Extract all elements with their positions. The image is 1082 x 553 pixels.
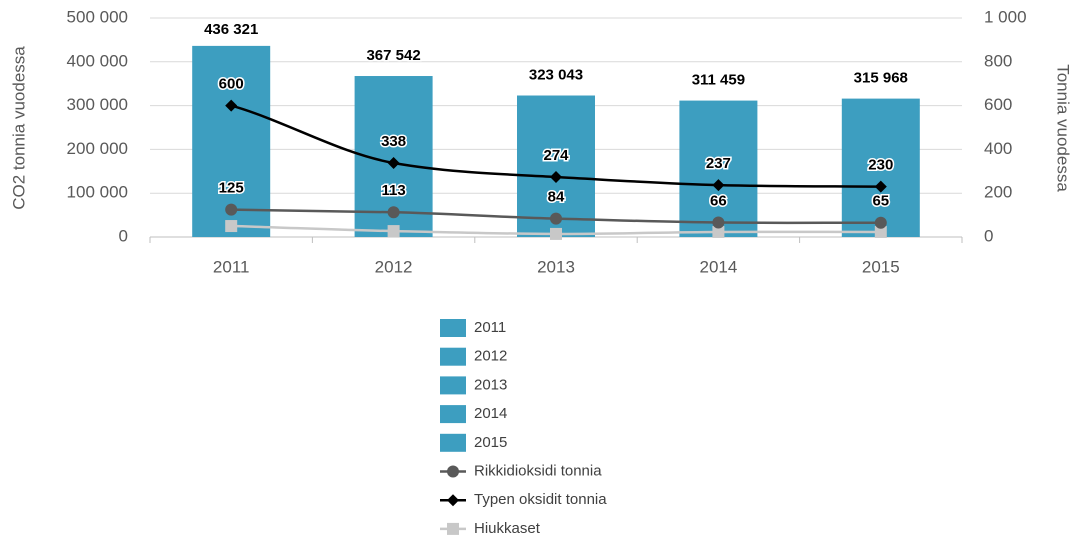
- series-marker: [550, 212, 562, 225]
- legend-swatch: [440, 347, 466, 366]
- y2-tick-label: 200: [984, 183, 1012, 202]
- bar-value-label: 323 043: [529, 66, 583, 83]
- x-tick-label: 2011: [213, 257, 250, 276]
- legend-label: Rikkidioksidi tonnia: [474, 462, 602, 479]
- y-axis-title: CO2 tonnia vuodessa: [9, 46, 28, 210]
- bar-value-label: 311 459: [692, 72, 745, 89]
- y2-tick-label: 400: [984, 139, 1012, 158]
- bar-value-label: 367 542: [366, 47, 420, 64]
- series-marker: [225, 203, 238, 216]
- series-marker: [874, 180, 887, 193]
- y2-axis-title: Tonnia vuodessa: [1054, 64, 1073, 192]
- y-tick-label: 200 000: [67, 139, 128, 158]
- x-tick-label: 2014: [699, 257, 737, 276]
- data-label: 338: [381, 133, 406, 150]
- legend-label: 2012: [474, 348, 507, 365]
- y2-tick-label: 600: [984, 95, 1012, 114]
- legend-label: Hiukkaset: [474, 520, 541, 537]
- y-tick-label: 100 000: [67, 183, 128, 202]
- data-label: 274: [543, 147, 569, 164]
- series-marker: [874, 225, 887, 238]
- data-label: 66: [710, 193, 727, 210]
- y-tick-label: 500 000: [67, 7, 128, 26]
- series-marker: [712, 179, 725, 192]
- y-tick-label: 0: [119, 226, 128, 245]
- y-tick-label: 300 000: [67, 95, 128, 114]
- series-marker: [225, 99, 238, 112]
- data-label: 125: [219, 180, 244, 197]
- x-tick-label: 2013: [537, 257, 575, 276]
- legend-swatch: [440, 319, 466, 337]
- bar: [679, 100, 758, 237]
- legend-swatch: [440, 376, 466, 395]
- data-label: 237: [706, 155, 731, 172]
- data-label: 65: [872, 193, 889, 210]
- data-label: 230: [868, 157, 893, 174]
- series-marker: [550, 170, 562, 183]
- legend-swatch: [440, 433, 466, 452]
- legend-label: 2011: [474, 319, 506, 336]
- bar-value-label: 436 321: [204, 21, 258, 38]
- series-marker: [225, 220, 238, 233]
- legend-marker: [447, 494, 459, 507]
- y-tick-label: 400 000: [67, 51, 128, 70]
- series-marker: [550, 227, 562, 240]
- series-marker: [874, 216, 887, 229]
- data-label: 600: [219, 76, 244, 93]
- y2-tick-label: 800: [984, 51, 1012, 70]
- legend-marker: [447, 465, 459, 478]
- data-label: 84: [548, 189, 565, 206]
- series-marker: [712, 225, 725, 238]
- series-marker: [387, 156, 400, 169]
- legend-label: 2013: [474, 376, 507, 393]
- series-marker: [712, 216, 725, 229]
- series-marker: [387, 206, 400, 219]
- legend-label: Typen oksidit tonnia: [474, 491, 607, 508]
- legend-label: 2015: [474, 434, 507, 451]
- legend-swatch: [440, 405, 466, 424]
- series-marker: [387, 225, 400, 238]
- bar: [841, 98, 920, 237]
- legend-marker: [447, 522, 459, 535]
- x-tick-label: 2015: [862, 257, 900, 276]
- legend-label: 2014: [474, 405, 507, 422]
- y2-tick-label: 1 000: [984, 7, 1027, 26]
- bar-value-label: 315 968: [854, 70, 908, 87]
- x-tick-label: 2012: [375, 257, 413, 276]
- y2-tick-label: 0: [984, 226, 993, 245]
- data-label: 113: [381, 182, 405, 199]
